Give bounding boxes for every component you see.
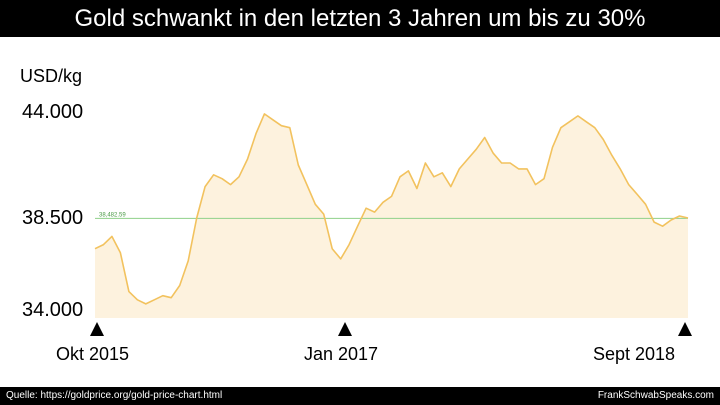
y-tick-label: 34.000: [22, 299, 84, 321]
price-line: [94, 113, 689, 305]
x-marker-triangle: [678, 322, 692, 336]
x-marker-triangle: [338, 322, 352, 336]
footer-bar: Quelle: https://goldprice.org/gold-price…: [0, 387, 720, 405]
x-tick-label: Okt 2015: [56, 344, 130, 364]
x-marker-triangle: [90, 322, 104, 336]
y-axis-unit-label: USD/kg: [20, 66, 83, 86]
y-tick-label: 38.500: [22, 207, 84, 229]
price-area-fill: [95, 113, 688, 319]
x-tick-label: Sept 2018: [593, 344, 676, 364]
x-tick-label: Jan 2017: [304, 344, 379, 364]
y-tick-label: 44.000: [22, 101, 84, 123]
brand-label: FrankSchwabSpeaks.com: [597, 390, 714, 401]
source-link[interactable]: Quelle: https://goldprice.org/gold-price…: [6, 390, 223, 401]
reference-line-label: 38,482.59: [99, 212, 126, 218]
slide-title: Gold schwankt in den letzten 3 Jahren um…: [0, 0, 720, 37]
